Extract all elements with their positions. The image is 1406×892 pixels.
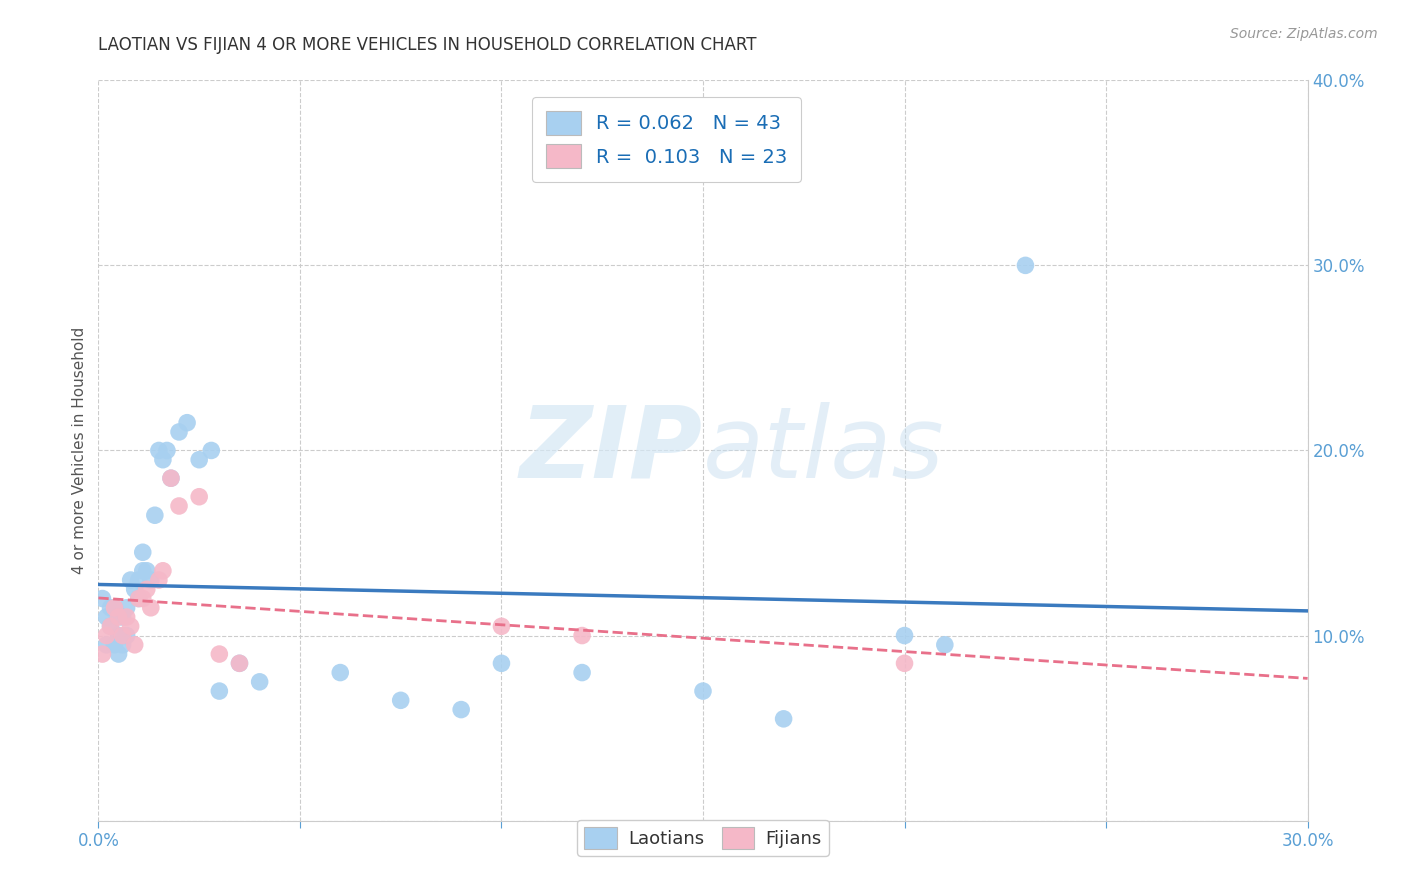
Point xyxy=(96,610,118,624)
Point xyxy=(143,508,166,523)
Point xyxy=(893,657,915,671)
Y-axis label: 4 or more Vehicles in Household: 4 or more Vehicles in Household xyxy=(72,326,87,574)
Point xyxy=(100,600,122,615)
Point xyxy=(329,665,352,680)
Text: LAOTIAN VS FIJIAN 4 OR MORE VEHICLES IN HOUSEHOLD CORRELATION CHART: LAOTIAN VS FIJIAN 4 OR MORE VEHICLES IN … xyxy=(98,36,756,54)
Point xyxy=(132,591,155,606)
Point xyxy=(188,490,211,504)
Point xyxy=(692,684,714,698)
Point xyxy=(103,600,125,615)
Point xyxy=(96,638,118,652)
Point xyxy=(132,545,155,559)
Point xyxy=(228,657,250,671)
Point xyxy=(91,591,114,606)
Point xyxy=(115,610,138,624)
Text: atlas: atlas xyxy=(703,402,945,499)
Point xyxy=(160,471,183,485)
Point xyxy=(111,638,134,652)
Point xyxy=(91,647,114,661)
Point xyxy=(115,600,138,615)
Point xyxy=(115,628,138,642)
Point xyxy=(167,499,190,513)
Point xyxy=(120,573,142,587)
Point xyxy=(160,471,183,485)
Point xyxy=(96,628,118,642)
Point xyxy=(152,564,174,578)
Point xyxy=(100,619,122,633)
Point xyxy=(139,573,162,587)
Legend: Laotians, Fijians: Laotians, Fijians xyxy=(578,820,828,856)
Point xyxy=(135,564,157,578)
Point xyxy=(111,610,134,624)
Point xyxy=(139,600,162,615)
Point xyxy=(135,582,157,597)
Point xyxy=(772,712,794,726)
Point xyxy=(893,628,915,642)
Point xyxy=(156,443,179,458)
Point xyxy=(249,674,271,689)
Text: Source: ZipAtlas.com: Source: ZipAtlas.com xyxy=(1230,27,1378,41)
Point xyxy=(934,638,956,652)
Point xyxy=(128,573,150,587)
Point xyxy=(571,665,593,680)
Point xyxy=(120,619,142,633)
Point xyxy=(103,638,125,652)
Point xyxy=(124,638,146,652)
Point xyxy=(450,703,472,717)
Text: ZIP: ZIP xyxy=(520,402,703,499)
Point xyxy=(167,425,190,439)
Point xyxy=(128,591,150,606)
Point xyxy=(103,600,125,615)
Point xyxy=(124,582,146,597)
Point xyxy=(107,647,129,661)
Point xyxy=(491,657,513,671)
Point xyxy=(107,610,129,624)
Point xyxy=(152,452,174,467)
Point xyxy=(176,416,198,430)
Point xyxy=(100,619,122,633)
Point xyxy=(111,628,134,642)
Point xyxy=(148,443,170,458)
Point xyxy=(200,443,222,458)
Point xyxy=(128,591,150,606)
Point xyxy=(188,452,211,467)
Point xyxy=(132,564,155,578)
Point xyxy=(389,693,412,707)
Point xyxy=(208,684,231,698)
Point xyxy=(1014,259,1036,273)
Point xyxy=(107,628,129,642)
Point xyxy=(491,619,513,633)
Point xyxy=(228,657,250,671)
Point xyxy=(148,573,170,587)
Point xyxy=(571,628,593,642)
Point xyxy=(208,647,231,661)
